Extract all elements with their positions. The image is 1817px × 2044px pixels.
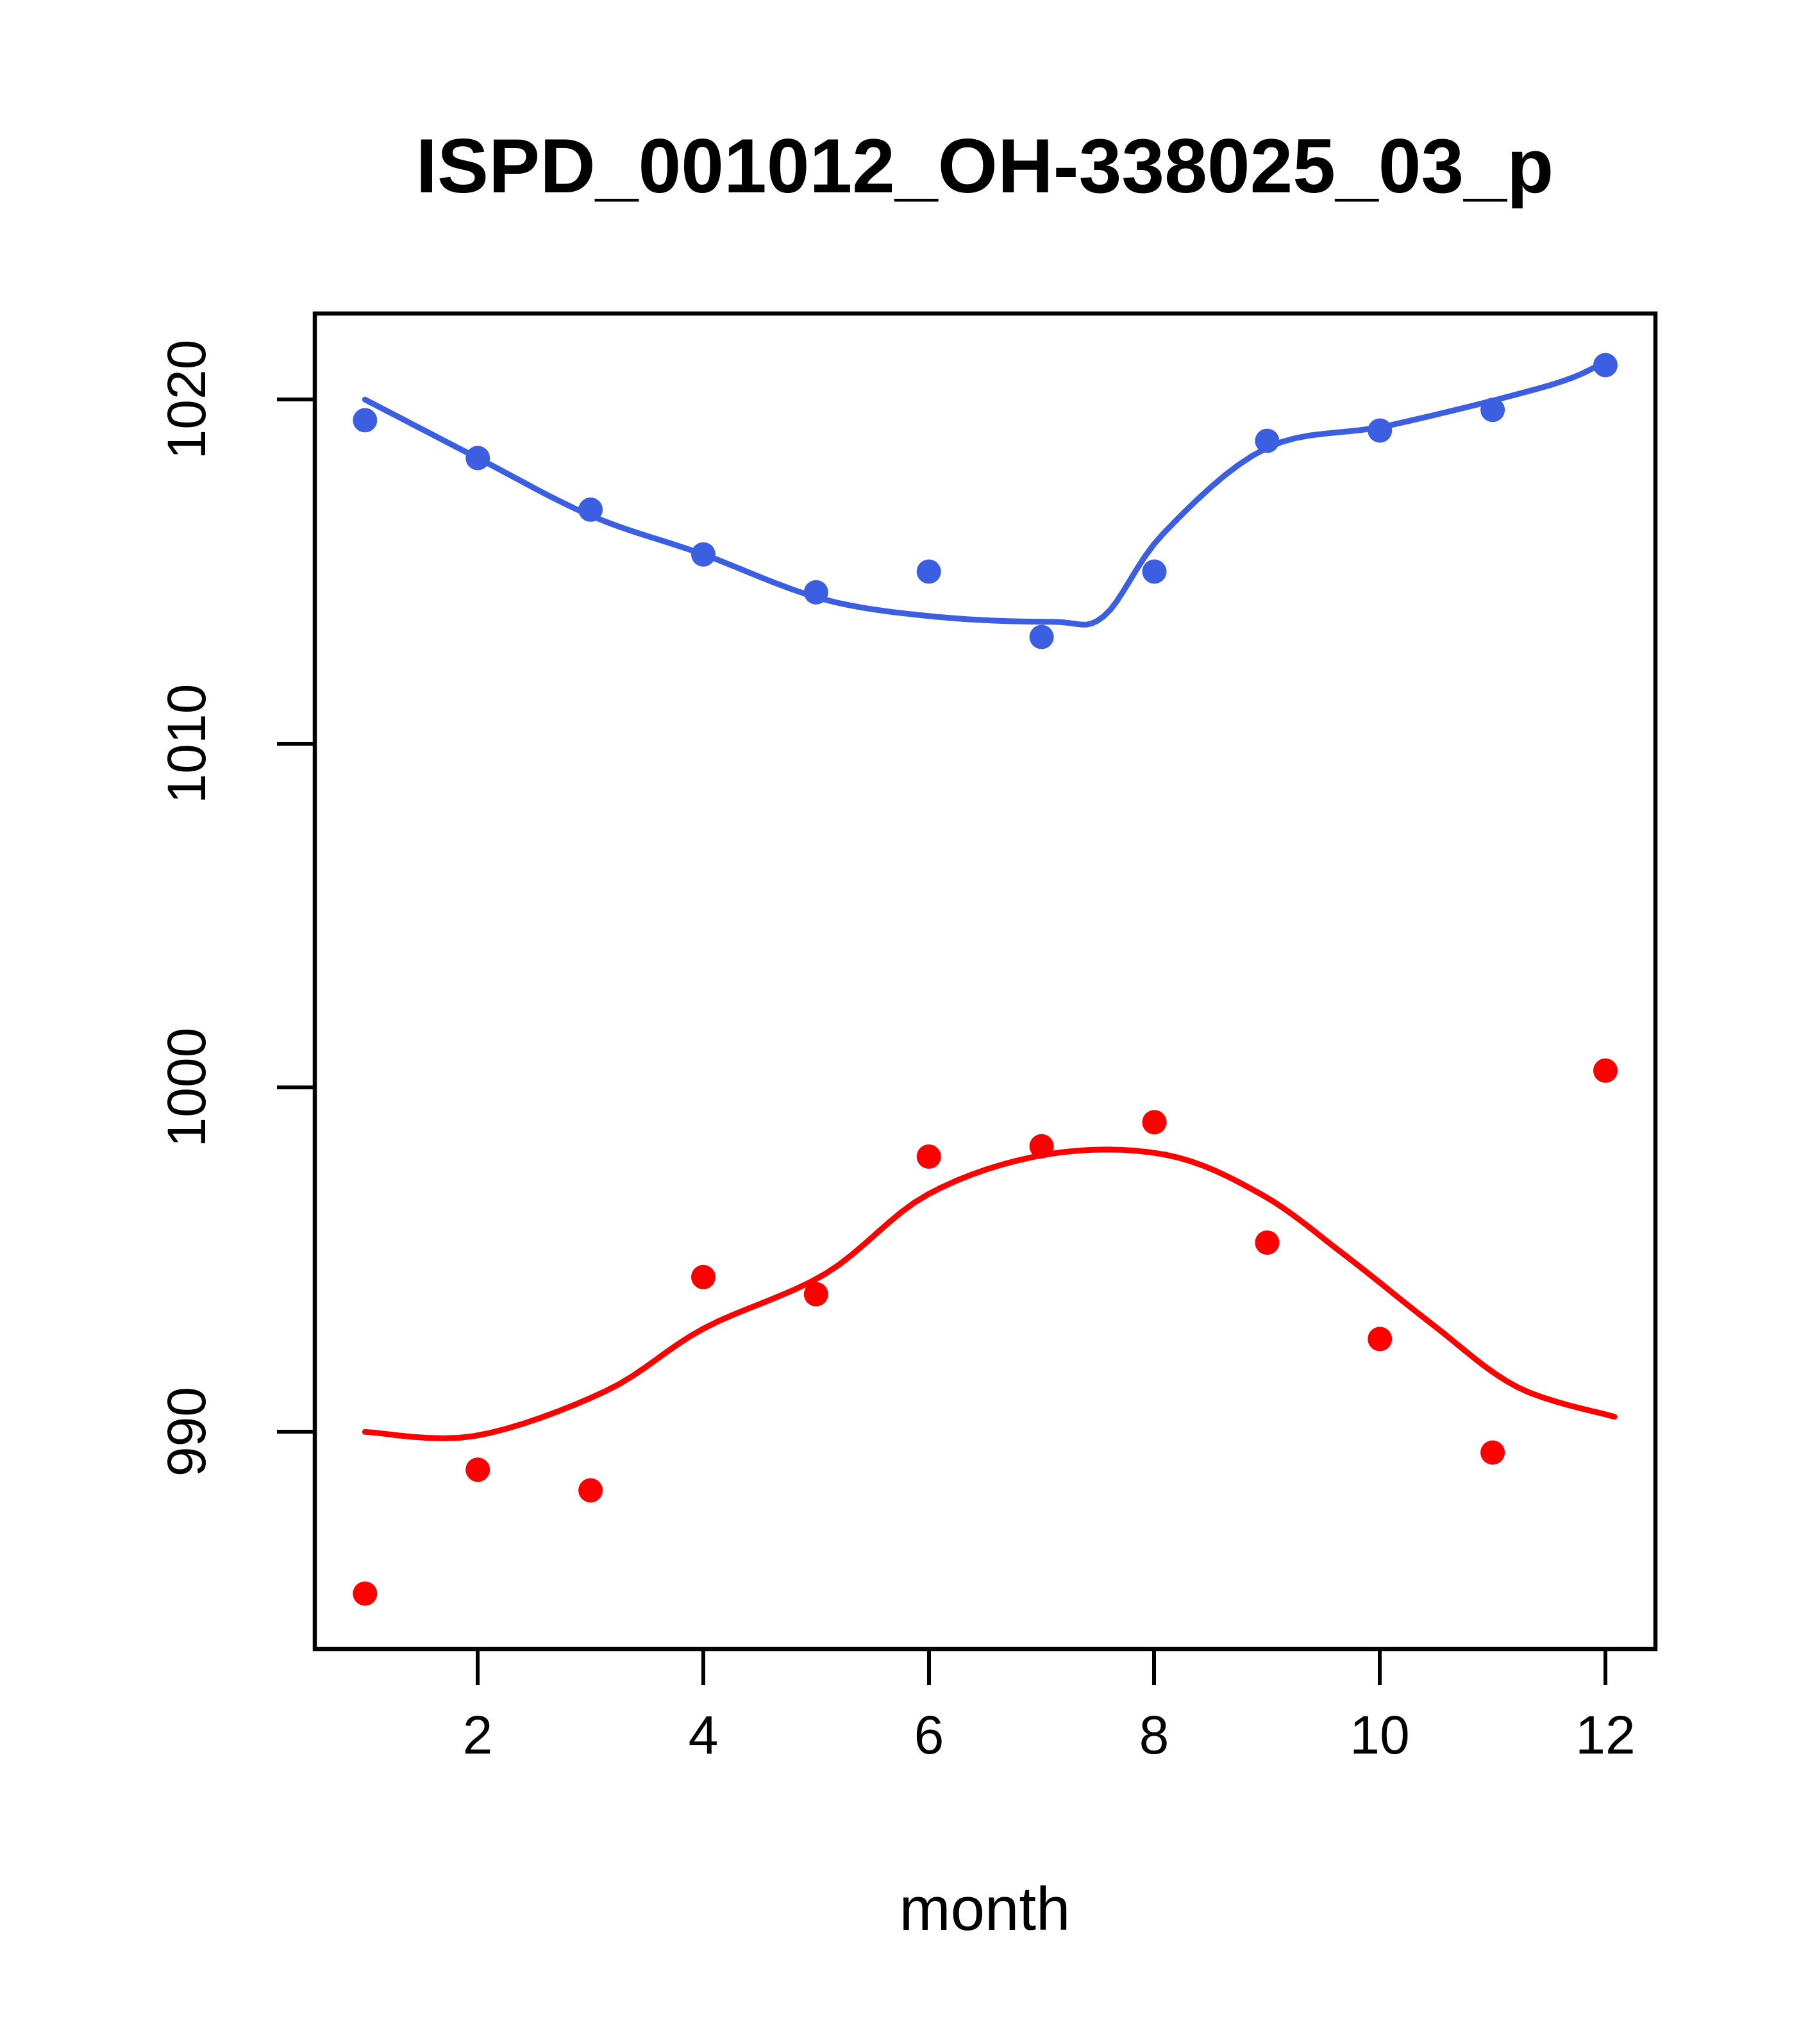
svg-text:990: 990 bbox=[156, 1387, 217, 1477]
svg-text:6: 6 bbox=[914, 1705, 944, 1765]
svg-text:10: 10 bbox=[1350, 1705, 1409, 1765]
svg-text:12: 12 bbox=[1575, 1705, 1635, 1765]
svg-text:1020: 1020 bbox=[156, 340, 217, 460]
svg-text:ISPD_001012_OH-338025_03_p: ISPD_001012_OH-338025_03_p bbox=[416, 123, 1554, 209]
svg-text:2: 2 bbox=[463, 1705, 493, 1765]
svg-text:4: 4 bbox=[689, 1705, 719, 1765]
svg-text:8: 8 bbox=[1139, 1705, 1169, 1765]
svg-text:1010: 1010 bbox=[156, 684, 217, 804]
svg-text:month: month bbox=[900, 1875, 1071, 1943]
svg-text:1000: 1000 bbox=[156, 1028, 217, 1148]
